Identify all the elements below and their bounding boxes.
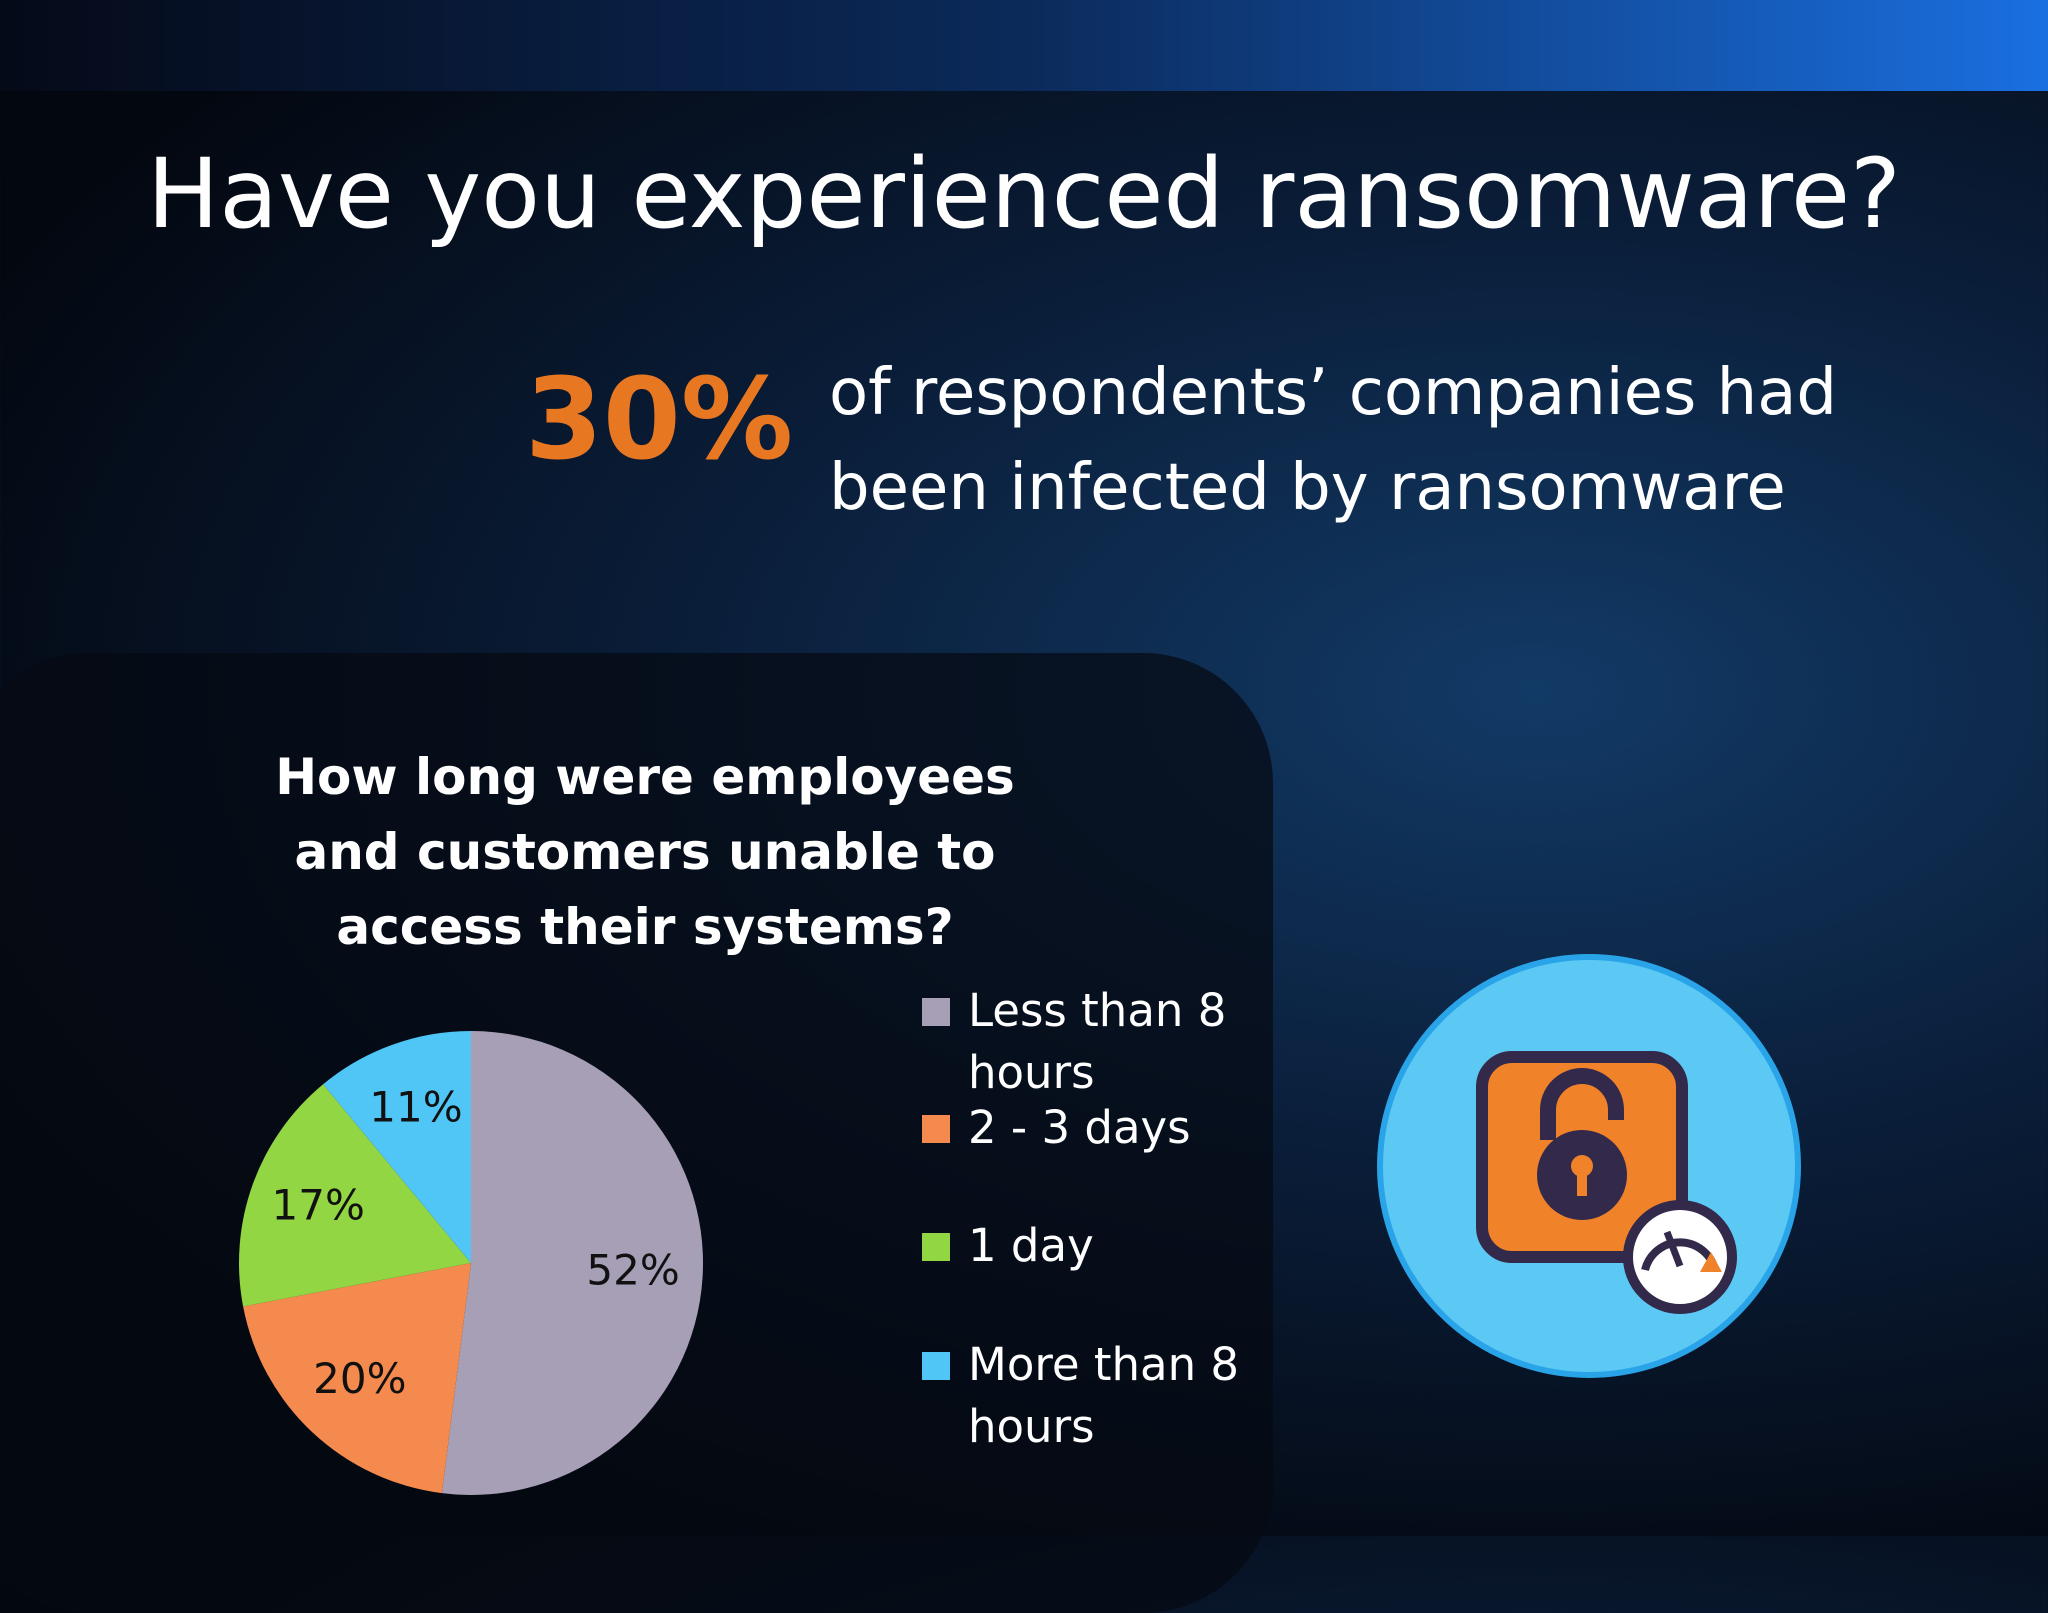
slice-label: 11% [369,1083,462,1132]
legend-swatch [922,998,950,1026]
chart-title: How long were employees and customers un… [275,748,1015,956]
stat-text: of respondents’ companies had been infec… [829,356,1838,525]
legend-swatch [922,1233,950,1261]
legend-swatch [922,1352,950,1380]
slide-title: Have you experienced ransomware? [147,138,1901,250]
slice-label: 52% [586,1246,679,1295]
legend-entry: Less than 8 hours [922,980,1298,1104]
pie-slice [441,1031,703,1495]
pie-slice [239,1084,471,1307]
slice-label: 17% [272,1180,365,1229]
legend-label: 1 day [968,1219,1094,1272]
slice-label: 20% [313,1354,406,1403]
top-bar [0,0,2048,91]
stat-figure: 30% [525,355,794,485]
legend-entry: 1 day [922,1215,1298,1277]
pie-slice [323,1031,471,1263]
legend-label: More than 8 hours [968,1338,1240,1453]
chart: 52% 20% 17%11% [239,954,1801,1495]
pie-slice [243,1263,471,1494]
legend-swatch [922,1115,950,1143]
legend-entry: 2 - 3 days [922,1097,1298,1159]
legend-entry: More than 8 hours [922,1334,1298,1458]
ransom-icon [1377,954,1801,1378]
legend-label: Less than 8 hours [968,984,1227,1099]
legend-label: 2 - 3 days [968,1101,1191,1154]
